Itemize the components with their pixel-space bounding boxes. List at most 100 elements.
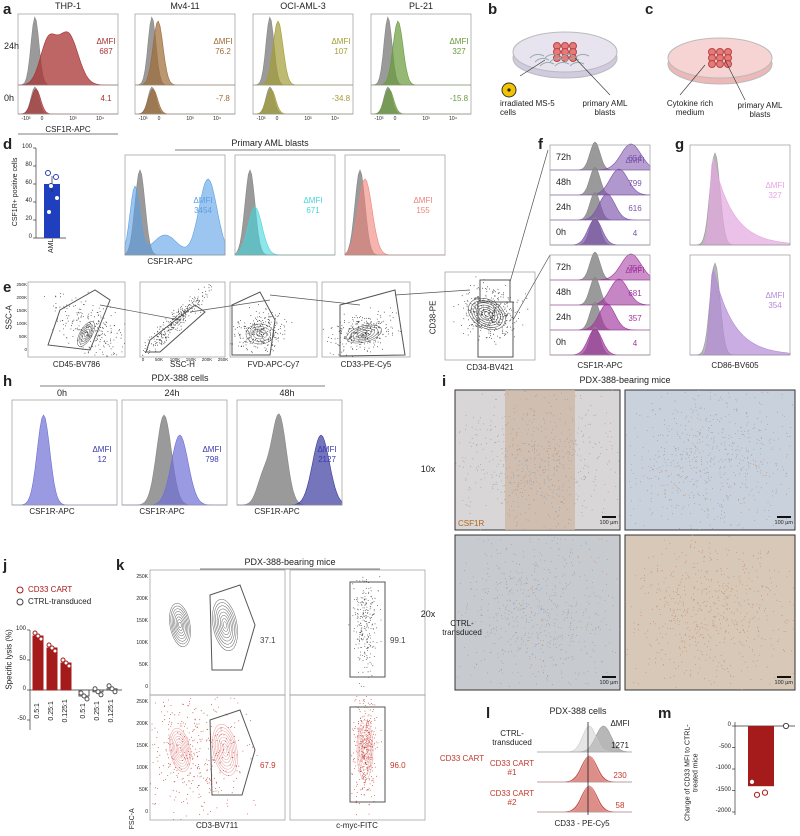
label: CD33 CART bbox=[439, 754, 485, 763]
label: CSF1R bbox=[458, 519, 485, 528]
label: SSC-H bbox=[170, 360, 195, 369]
tick-label: -10³ bbox=[21, 116, 31, 122]
contour bbox=[173, 736, 187, 764]
label: 100 µm bbox=[599, 520, 618, 526]
scatter-dots bbox=[457, 537, 620, 687]
histogram bbox=[690, 268, 791, 356]
contour bbox=[169, 728, 191, 772]
tick-label: 0 bbox=[727, 722, 731, 728]
panel-label: h bbox=[3, 373, 13, 390]
contour bbox=[220, 740, 230, 760]
panel-label: i bbox=[442, 373, 447, 390]
tick-label: 0 bbox=[24, 347, 27, 352]
contour bbox=[212, 724, 238, 776]
scatter-dots bbox=[322, 307, 401, 357]
mfi-value: 1271 bbox=[611, 741, 629, 750]
panel-label: k bbox=[116, 557, 125, 574]
plot-frame bbox=[236, 399, 343, 506]
tick-label: 250K bbox=[136, 699, 148, 705]
plot-frame bbox=[289, 569, 426, 696]
point bbox=[78, 690, 84, 696]
tick-label: -1500 bbox=[715, 786, 731, 793]
label: CSF1R-APC bbox=[139, 507, 185, 516]
tick-label: 100 bbox=[21, 144, 32, 150]
tick-label: 200K bbox=[16, 295, 27, 300]
panel-label: a bbox=[3, 1, 12, 18]
contour bbox=[213, 602, 237, 648]
tick-label: 0.25:1 bbox=[94, 701, 102, 721]
label: ΔMFI bbox=[303, 196, 323, 205]
contour bbox=[170, 730, 190, 770]
point bbox=[84, 696, 90, 702]
point bbox=[38, 636, 44, 642]
mfi-value: -15.8 bbox=[449, 94, 469, 103]
contour bbox=[216, 608, 234, 642]
mfi-value: 107 bbox=[334, 47, 348, 56]
contour bbox=[478, 307, 496, 321]
panel-label: f bbox=[538, 136, 543, 153]
legend-marker bbox=[16, 586, 24, 594]
label: 24h bbox=[556, 312, 572, 322]
contour bbox=[215, 605, 235, 645]
tick-label: 0.125:1 bbox=[108, 699, 116, 723]
scale-bar bbox=[777, 516, 791, 518]
tick-label: 10³ bbox=[422, 116, 430, 122]
mfi-value: 12 bbox=[97, 455, 107, 464]
scale-bar bbox=[777, 676, 791, 678]
panel-label: b bbox=[488, 1, 498, 18]
contour bbox=[213, 727, 237, 773]
label: 20x bbox=[420, 609, 436, 619]
mfi-value: 4.1 bbox=[100, 94, 112, 103]
tick-label: 150K bbox=[136, 618, 148, 624]
label: CSF1R-APC bbox=[254, 507, 300, 516]
plot-frame bbox=[134, 13, 236, 115]
label: PDX-388 cells bbox=[549, 706, 607, 716]
scatter-dots bbox=[630, 391, 795, 529]
contour bbox=[221, 618, 229, 632]
tick-label: 250K bbox=[16, 282, 27, 287]
plot-frame bbox=[549, 254, 651, 356]
label: CD33-PE-Cy5 bbox=[340, 360, 392, 369]
plot-frame bbox=[444, 271, 536, 361]
gate-value: 99.1 bbox=[390, 636, 406, 645]
tick-label: 100K bbox=[136, 640, 148, 646]
tick-label: 10⁴ bbox=[96, 116, 104, 122]
label: CSF1R-APC bbox=[29, 507, 75, 516]
bar bbox=[46, 647, 58, 691]
stromal-cell bbox=[574, 53, 590, 59]
label: ΔMFI bbox=[96, 37, 116, 46]
contour bbox=[174, 738, 186, 762]
plot-frame bbox=[289, 694, 426, 821]
label: CTRL-transduced bbox=[442, 619, 482, 637]
bar bbox=[32, 635, 44, 691]
contour bbox=[215, 730, 235, 770]
contour bbox=[175, 741, 185, 759]
plot-frame bbox=[124, 154, 226, 256]
contour bbox=[360, 331, 368, 337]
contour bbox=[252, 328, 268, 340]
label: 48h bbox=[556, 177, 572, 187]
tick-label: 10³ bbox=[186, 116, 194, 122]
tick-label: -1000 bbox=[715, 765, 731, 771]
label: ΔMFI bbox=[317, 445, 337, 454]
tick-label: -10³ bbox=[374, 116, 384, 122]
label: CD3-BV711 bbox=[195, 821, 239, 830]
scale-bar bbox=[602, 516, 616, 518]
tick-label: 10⁴ bbox=[213, 116, 221, 122]
contour bbox=[362, 739, 368, 761]
tick-label: 60 bbox=[25, 180, 32, 186]
label: 72h bbox=[556, 262, 572, 272]
tick-label: -2000 bbox=[715, 808, 731, 814]
mfi-value: 671 bbox=[306, 206, 320, 215]
point bbox=[48, 183, 54, 189]
label: primary AML blasts bbox=[737, 101, 783, 119]
scatter-dots bbox=[455, 389, 621, 531]
mfi-value: 2127 bbox=[318, 455, 336, 464]
stromal-cell bbox=[564, 57, 580, 63]
mfi-value: 230 bbox=[613, 771, 627, 780]
mfi-value: 4 bbox=[632, 339, 638, 348]
stromal-cell bbox=[549, 57, 565, 63]
tick-label: 50 bbox=[19, 656, 26, 662]
